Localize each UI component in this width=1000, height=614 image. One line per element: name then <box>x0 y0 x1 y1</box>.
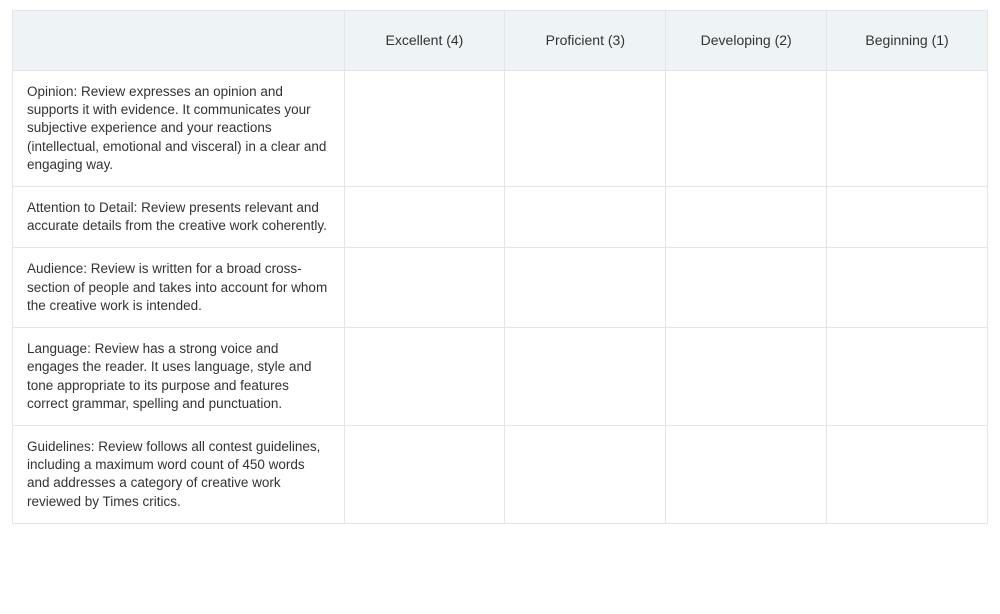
score-cell <box>666 248 827 328</box>
criterion-language: Language: Review has a strong voice and … <box>13 328 345 426</box>
score-cell <box>666 328 827 426</box>
rubric-body: Opinion: Review expresses an opinion and… <box>13 70 988 523</box>
score-cell <box>344 186 505 247</box>
column-header-proficient: Proficient (3) <box>505 11 666 71</box>
rubric-table: Excellent (4) Proficient (3) Developing … <box>12 10 988 524</box>
rubric-header-row: Excellent (4) Proficient (3) Developing … <box>13 11 988 71</box>
score-cell <box>505 70 666 186</box>
score-cell <box>505 248 666 328</box>
score-cell <box>827 328 988 426</box>
score-cell <box>344 425 505 523</box>
column-header-developing: Developing (2) <box>666 11 827 71</box>
table-row: Attention to Detail: Review presents rel… <box>13 186 988 247</box>
score-cell <box>505 328 666 426</box>
score-cell <box>827 186 988 247</box>
score-cell <box>344 248 505 328</box>
criterion-attention-to-detail: Attention to Detail: Review presents rel… <box>13 186 345 247</box>
score-cell <box>666 186 827 247</box>
score-cell <box>827 70 988 186</box>
score-cell <box>827 248 988 328</box>
column-header-blank <box>13 11 345 71</box>
criterion-opinion: Opinion: Review expresses an opinion and… <box>13 70 345 186</box>
criterion-label: Opinion: <box>27 84 77 99</box>
criterion-label: Attention to Detail: <box>27 200 137 215</box>
table-row: Opinion: Review expresses an opinion and… <box>13 70 988 186</box>
criterion-label: Audience: <box>27 261 87 276</box>
score-cell <box>666 425 827 523</box>
score-cell <box>827 425 988 523</box>
table-row: Guidelines: Review follows all contest g… <box>13 425 988 523</box>
criterion-guidelines: Guidelines: Review follows all contest g… <box>13 425 345 523</box>
criterion-label: Guidelines: <box>27 439 95 454</box>
table-row: Audience: Review is written for a broad … <box>13 248 988 328</box>
criterion-audience: Audience: Review is written for a broad … <box>13 248 345 328</box>
table-row: Language: Review has a strong voice and … <box>13 328 988 426</box>
score-cell <box>344 70 505 186</box>
criterion-label: Language: <box>27 341 91 356</box>
column-header-beginning: Beginning (1) <box>827 11 988 71</box>
score-cell <box>666 70 827 186</box>
score-cell <box>505 186 666 247</box>
score-cell <box>505 425 666 523</box>
score-cell <box>344 328 505 426</box>
column-header-excellent: Excellent (4) <box>344 11 505 71</box>
